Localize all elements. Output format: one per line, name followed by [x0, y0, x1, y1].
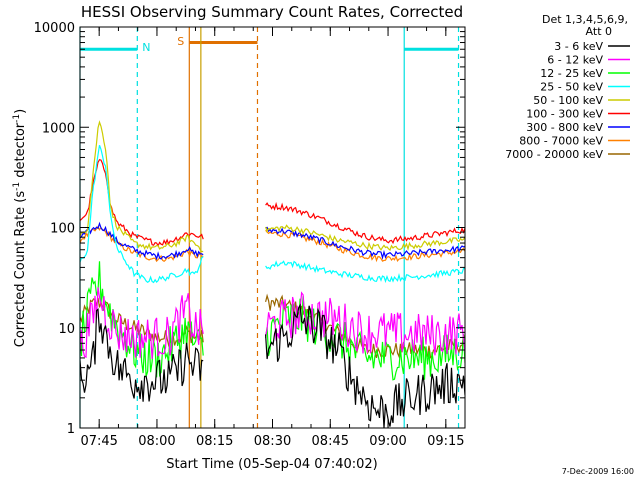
y-tick-label-1: 10 — [58, 322, 75, 337]
legend-label-0: 3 - 6 keV — [554, 40, 603, 53]
legend-label-7: 800 - 7000 keV — [519, 135, 603, 148]
series-4 — [80, 120, 465, 253]
legend-label-8: 7000 - 20000 keV — [505, 148, 603, 161]
y-axis-label-part2: detector — [13, 122, 28, 182]
legend-label-4: 50 - 100 keV — [533, 94, 603, 107]
y-axis-label-part3: ) — [13, 109, 28, 114]
series-line-0-0 — [80, 308, 204, 402]
series-line-1-0 — [80, 287, 204, 360]
series-line-0-1 — [265, 303, 465, 428]
y-axis-label-part1: Corrected Count Rate (s — [13, 191, 28, 348]
y-tick-label-0: 1 — [67, 422, 75, 437]
series-line-4-1 — [265, 224, 465, 251]
series-line-7-0 — [80, 225, 204, 263]
legend-title-line2: Att 0 — [586, 25, 612, 38]
x-tick-label-4: 08:45 — [312, 434, 349, 449]
series-5 — [80, 159, 465, 248]
y-tick-label-3: 1000 — [42, 121, 75, 136]
flag-label-S: S — [177, 35, 184, 48]
legend-title-line1: Det 1,3,4,5,6,9, — [542, 13, 628, 26]
series-line-5-1 — [265, 201, 465, 245]
series-1 — [80, 287, 465, 360]
series-line-6-1 — [265, 226, 465, 261]
series-line-1-1 — [265, 291, 465, 356]
series-0 — [80, 303, 465, 428]
footer-date: 7-Dec-2009 16:00 — [562, 467, 634, 476]
x-tick-label-3: 08:30 — [254, 434, 291, 449]
chart-title: HESSI Observing Summary Count Rates, Cor… — [81, 3, 463, 21]
legend-label-2: 12 - 25 keV — [540, 67, 603, 80]
legend-label-6: 300 - 800 keV — [526, 121, 603, 134]
series-line-5-0 — [80, 159, 204, 248]
y-axis-label-sup1: -1 — [12, 182, 22, 191]
x-tick-label-0: 07:45 — [80, 434, 117, 449]
legend-label-5: 100 - 300 keV — [526, 108, 603, 121]
y-tick-label-2: 100 — [50, 222, 75, 237]
series-line-7-1 — [265, 229, 465, 263]
series-3 — [80, 144, 465, 284]
x-tick-label-1: 08:00 — [138, 434, 175, 449]
series-line-2-0 — [80, 261, 204, 378]
x-tick-label-5: 09:00 — [369, 434, 406, 449]
x-axis-label: Start Time (05-Sep-04 07:40:02) — [166, 457, 377, 472]
series-line-3-0 — [80, 144, 204, 284]
axes: 1 10 100 1000 10000 07:45 08:00 08:15 08:30 08:45… — [34, 21, 466, 449]
series-line-3-1 — [265, 260, 465, 284]
y-axis-label: Corrected Count Rate (s-1 detector-1) — [12, 109, 28, 347]
y-tick-label-4: 10000 — [34, 21, 75, 36]
legend-label-3: 25 - 50 keV — [540, 81, 603, 94]
flag-label-N: N — [142, 41, 150, 54]
series-6 — [80, 221, 465, 261]
series-line-4-0 — [80, 120, 204, 253]
series-line-6-0 — [80, 221, 204, 261]
x-tick-label-6: 09:15 — [427, 434, 464, 449]
legend-label-1: 6 - 12 keV — [547, 54, 603, 67]
y-axis-label-sup2: -1 — [12, 114, 22, 123]
x-tick-label-2: 08:15 — [196, 434, 233, 449]
